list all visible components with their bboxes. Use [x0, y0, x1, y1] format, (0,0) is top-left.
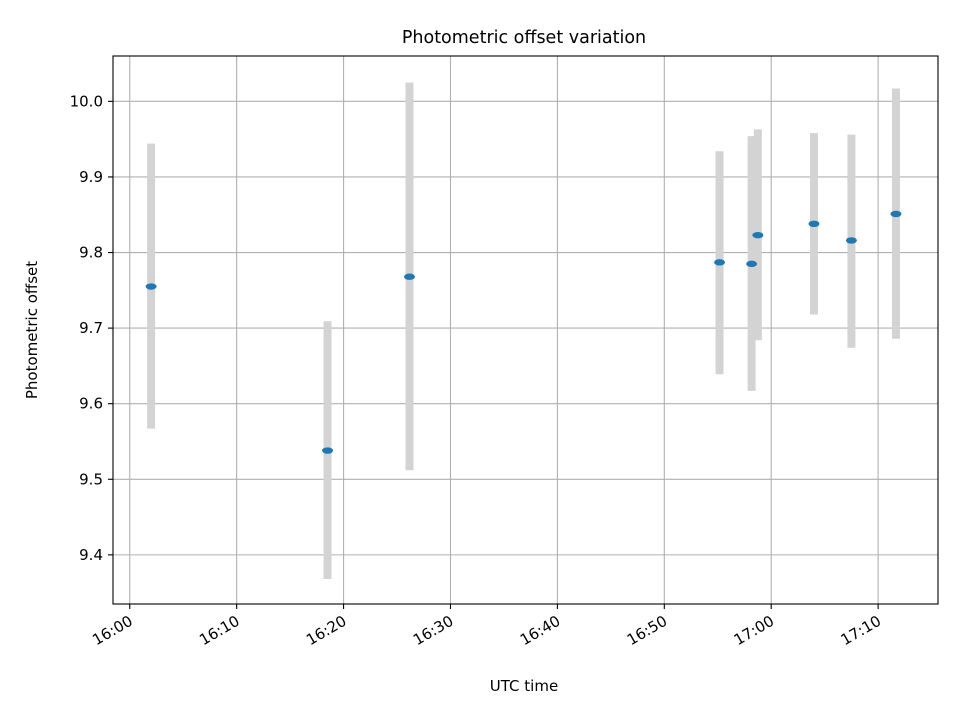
y-tick-label: 9.6	[79, 395, 103, 413]
data-points	[145, 210, 902, 454]
y-tick-label: 9.8	[79, 244, 103, 262]
y-tick-label: 9.7	[79, 319, 103, 337]
x-tick-label: 16:10	[196, 612, 242, 649]
x-tick-label: 16:40	[517, 612, 563, 649]
x-axis-ticks: 16:00 16:10 16:20 16:30 16:40 16:50 17:00 17:10	[89, 604, 884, 649]
chart-title: Photometric offset variation	[402, 28, 646, 48]
x-tick-label: 16:50	[624, 612, 670, 649]
data-point	[845, 237, 857, 244]
grid	[113, 56, 938, 604]
data-point	[752, 231, 764, 239]
y-tick-label: 9.9	[79, 168, 103, 186]
x-tick-label: 17:00	[731, 612, 777, 649]
data-point	[322, 447, 334, 454]
y-tick-label: 9.5	[79, 470, 103, 488]
x-tick-label: 16:30	[410, 612, 456, 649]
data-point	[714, 259, 726, 266]
y-axis-ticks: 9.4 9.5 9.6 9.7 9.8 9.9 10.0	[70, 92, 113, 564]
x-axis-label: UTC time	[490, 677, 558, 695]
y-tick-label: 9.4	[79, 546, 103, 564]
error-bars	[147, 82, 900, 580]
data-point	[145, 283, 157, 290]
data-point	[890, 210, 902, 218]
x-tick-label: 16:00	[89, 612, 135, 649]
plot-frame	[112, 55, 939, 605]
y-axis-label: Photometric offset	[23, 261, 41, 399]
x-tick-label: 16:20	[303, 612, 349, 649]
data-point	[808, 220, 820, 228]
data-point	[746, 260, 758, 268]
data-point	[404, 273, 416, 280]
y-tick-label: 10.0	[70, 92, 103, 110]
x-tick-label: 17:10	[838, 612, 884, 649]
